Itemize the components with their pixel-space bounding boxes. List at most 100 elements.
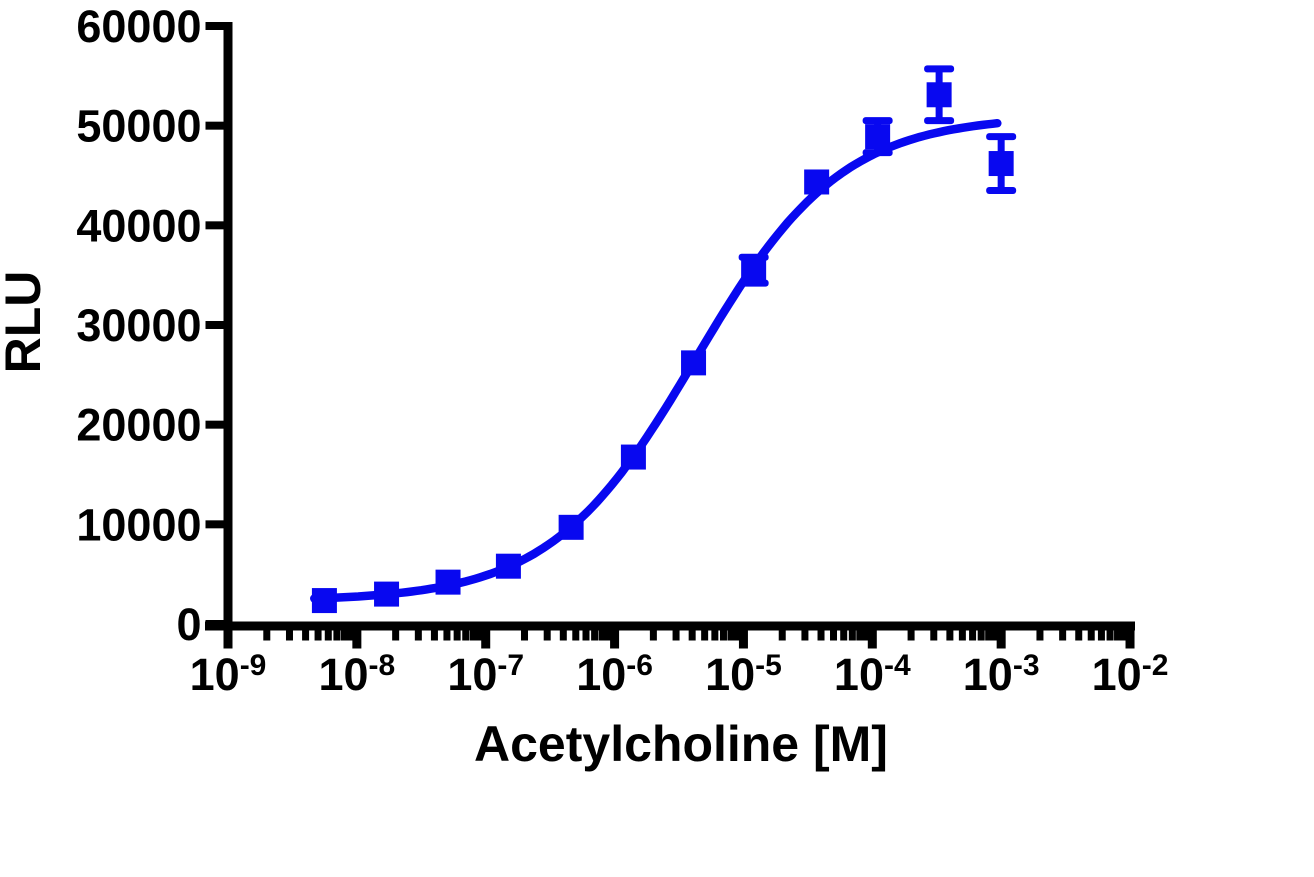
x-tick-label: 10-2: [1092, 649, 1169, 700]
x-minor-tick: [719, 621, 727, 641]
x-minor-tick: [727, 621, 735, 641]
x-minor-tick: [333, 621, 341, 641]
x-tick-label: 10-9: [190, 649, 267, 700]
x-minor-tick: [977, 621, 985, 641]
x-minor-tick: [605, 621, 613, 641]
x-minor-tick: [521, 621, 529, 641]
x-minor-tick: [430, 621, 438, 641]
x-minor-tick: [672, 621, 680, 641]
y-tick: [205, 22, 228, 30]
data-point-marker: [804, 169, 830, 195]
x-major-tick: [610, 621, 620, 649]
x-minor-tick: [559, 621, 567, 641]
x-minor-tick: [649, 621, 657, 641]
x-minor-tick: [848, 621, 856, 641]
x-minor-tick: [969, 621, 977, 641]
x-minor-tick: [476, 621, 484, 641]
x-minor-tick: [801, 621, 809, 641]
x-minor-tick: [324, 621, 332, 641]
x-minor-tick: [392, 621, 400, 641]
x-minor-tick: [701, 621, 709, 641]
x-minor-tick: [263, 621, 271, 641]
x-minor-tick: [285, 621, 293, 641]
x-major-tick: [481, 621, 491, 649]
x-minor-tick: [856, 621, 864, 641]
x-major-tick: [867, 621, 877, 649]
x-minor-tick: [991, 621, 999, 641]
x-minor-tick: [1114, 621, 1122, 641]
x-minor-tick: [453, 621, 461, 641]
x-tick-label: 10-8: [318, 649, 395, 700]
fit-curve: [310, 118, 1002, 603]
y-tick-label: 20000: [76, 400, 201, 451]
y-tick: [205, 121, 228, 130]
x-minor-tick: [1097, 621, 1105, 641]
data-point-marker: [741, 257, 767, 283]
y-tick-label: 10000: [76, 499, 201, 550]
y-tick: [205, 420, 228, 429]
x-minor-tick: [347, 621, 355, 641]
x-minor-tick: [985, 621, 993, 641]
x-minor-tick: [840, 621, 848, 641]
y-tick-label: 40000: [76, 200, 201, 251]
x-tick-label: 10-4: [834, 649, 911, 700]
x-minor-tick: [469, 621, 477, 641]
data-point-marker: [374, 581, 400, 607]
series-acetylcholine: [310, 65, 1017, 614]
y-tick-label: 50000: [76, 101, 201, 152]
x-minor-tick: [734, 621, 742, 641]
data-point-marker: [926, 82, 952, 108]
x-major-tick: [738, 621, 748, 649]
x-minor-tick: [946, 621, 954, 641]
y-tick: [205, 321, 228, 329]
x-minor-tick: [598, 621, 606, 641]
x-minor-tick: [582, 621, 590, 641]
x-minor-tick: [830, 621, 838, 641]
y-tick: [205, 221, 228, 230]
x-minor-tick: [817, 621, 825, 641]
x-axis: 10-9 10-8 10-7 10-6 10-5 10-4 10-3 10-2: [190, 621, 1169, 700]
x-minor-tick: [314, 621, 322, 641]
x-minor-tick: [572, 621, 580, 641]
x-minor-tick: [414, 621, 422, 641]
x-minor-tick: [1120, 621, 1128, 641]
x-tick-label: 10-3: [963, 649, 1040, 700]
x-minor-tick: [1059, 621, 1067, 641]
x-major-tick: [352, 621, 362, 649]
x-minor-tick: [340, 621, 348, 641]
data-point-marker: [681, 350, 707, 376]
x-minor-tick: [711, 621, 719, 641]
data-point-marker: [495, 553, 521, 579]
x-tick-label: 10-5: [705, 649, 782, 700]
x-minor-tick: [302, 621, 310, 641]
y-axis-line: [223, 22, 233, 648]
x-minor-tick: [591, 621, 599, 641]
y-tick-label: 60000: [76, 1, 201, 52]
y-tick-label: 30000: [76, 300, 201, 351]
x-major-tick: [996, 621, 1006, 649]
x-minor-tick: [1036, 621, 1044, 641]
y-tick-label: 0: [176, 599, 201, 650]
data-point-marker: [311, 588, 337, 614]
y-axis-title: RLU: [0, 271, 51, 374]
x-minor-tick: [443, 621, 451, 641]
x-minor-tick: [1087, 621, 1095, 641]
data-point-marker: [558, 514, 584, 540]
x-minor-tick: [930, 621, 938, 641]
x-tick-label: 10-7: [447, 649, 524, 700]
data-point-marker: [435, 569, 461, 595]
x-minor-tick: [862, 621, 870, 641]
x-minor-tick: [778, 621, 786, 641]
x-minor-tick: [1106, 621, 1114, 641]
x-major-tick: [223, 621, 233, 649]
x-minor-tick: [907, 621, 915, 641]
x-minor-tick: [1075, 621, 1083, 641]
data-point-marker: [988, 151, 1014, 177]
x-minor-tick: [958, 621, 966, 641]
x-major-tick: [1125, 621, 1135, 649]
x-axis-line: [205, 621, 1135, 631]
x-minor-tick: [543, 621, 551, 641]
x-tick-label: 10-6: [576, 649, 653, 700]
